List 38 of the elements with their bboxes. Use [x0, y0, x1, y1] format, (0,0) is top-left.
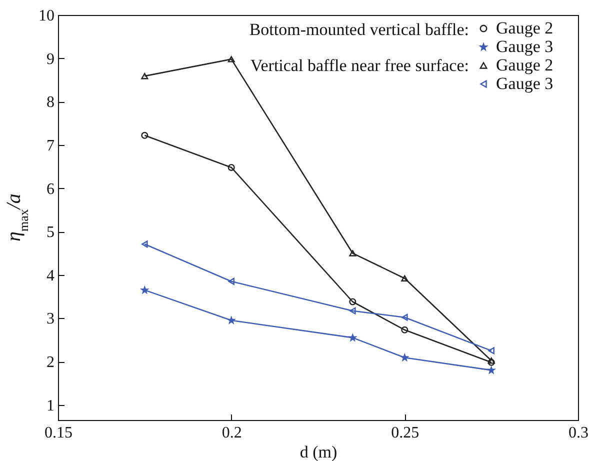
y-tick-label: 7: [46, 137, 54, 154]
x-tick-label: 0.3: [568, 424, 588, 442]
point: [349, 334, 356, 341]
y-tick-label: 5: [46, 224, 54, 242]
annotation: Bottom-mounted vertical baffle:: [249, 20, 469, 39]
x-tick-label: 0.15: [44, 424, 72, 442]
point: [349, 250, 356, 256]
point: [141, 72, 148, 80]
point: [402, 314, 408, 321]
y-tick-label: 10: [38, 8, 54, 24]
point: [228, 278, 234, 285]
y-tick-label: 2: [46, 354, 54, 372]
point: [401, 354, 408, 361]
y-tick-label: 3: [46, 310, 54, 328]
y-tick-label: 9: [46, 50, 54, 68]
point: [228, 56, 235, 62]
y-tick-label: 1: [46, 397, 54, 414]
point: [228, 316, 235, 324]
y-tick-label: 6: [46, 180, 54, 198]
point: [350, 307, 356, 314]
point: [141, 286, 148, 294]
x-tick-label: 0.2: [222, 424, 242, 442]
y-tick-label: 8: [46, 94, 54, 112]
legend-label: Gauge 2: [496, 56, 554, 74]
legend-label: Gauge 2: [496, 18, 554, 38]
point: [228, 164, 235, 171]
point: [488, 366, 495, 374]
point: [488, 347, 494, 354]
point: [401, 326, 408, 334]
annotation: Vertical baffle near free surface:: [250, 56, 469, 75]
x-axis-title: d (m): [300, 442, 338, 461]
point: [349, 298, 356, 306]
point: [401, 275, 408, 282]
point: [142, 240, 148, 248]
legend-label: Gauge 3: [496, 74, 554, 93]
x-tick-label: 0.25: [391, 424, 420, 442]
legend-label: Gauge 3: [496, 37, 554, 56]
y-tick-label: 4: [46, 267, 54, 284]
